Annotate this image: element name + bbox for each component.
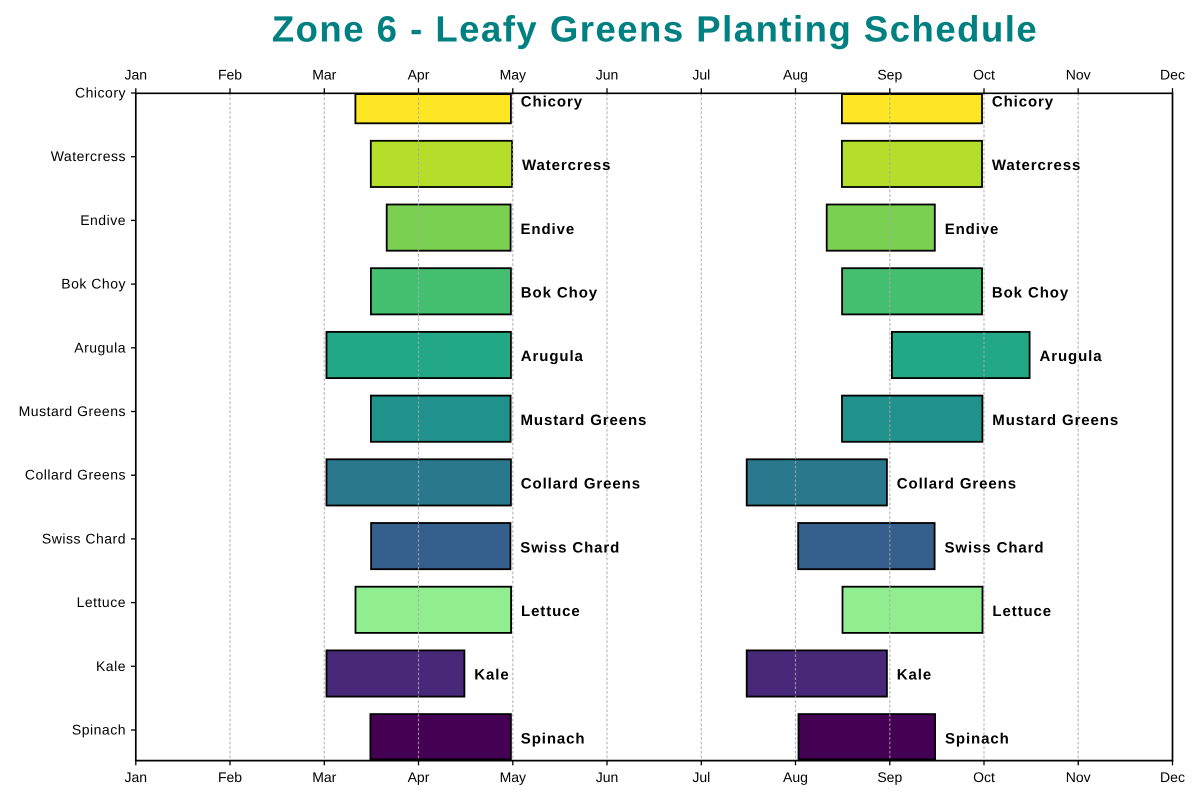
svg-text:Feb: Feb <box>218 67 242 83</box>
svg-text:Oct: Oct <box>973 67 995 83</box>
svg-text:Kale: Kale <box>897 667 932 684</box>
svg-text:Sep: Sep <box>877 67 902 83</box>
svg-text:Arugula: Arugula <box>74 339 126 355</box>
svg-text:Mustard Greens: Mustard Greens <box>521 412 648 429</box>
svg-text:Bok Choy: Bok Choy <box>521 285 598 302</box>
svg-text:May: May <box>500 769 526 785</box>
svg-text:Dec: Dec <box>1160 67 1185 83</box>
svg-text:Endive: Endive <box>521 221 576 238</box>
svg-text:Collard Greens: Collard Greens <box>25 467 126 483</box>
svg-text:Nov: Nov <box>1066 769 1091 785</box>
svg-text:Watercress: Watercress <box>522 157 611 174</box>
svg-text:Endive: Endive <box>945 221 1000 238</box>
svg-text:Jun: Jun <box>596 67 619 83</box>
svg-text:Arugula: Arugula <box>521 348 584 365</box>
svg-text:Feb: Feb <box>218 769 242 785</box>
svg-text:Spinach: Spinach <box>72 722 126 738</box>
svg-text:Jun: Jun <box>596 769 619 785</box>
svg-text:Apr: Apr <box>408 769 430 785</box>
svg-text:Watercress: Watercress <box>51 148 126 164</box>
svg-text:Collard Greens: Collard Greens <box>897 476 1017 493</box>
svg-text:Swiss Chard: Swiss Chard <box>520 539 620 556</box>
svg-text:Spinach: Spinach <box>945 730 1010 747</box>
svg-text:Jan: Jan <box>125 67 148 83</box>
svg-text:Chicory: Chicory <box>521 93 583 110</box>
svg-text:Lettuce: Lettuce <box>77 594 126 610</box>
svg-text:Mustard Greens: Mustard Greens <box>992 412 1119 429</box>
svg-text:Sep: Sep <box>877 769 902 785</box>
svg-text:Lettuce: Lettuce <box>521 603 581 620</box>
svg-text:Aug: Aug <box>783 769 808 785</box>
svg-text:Kale: Kale <box>474 667 509 684</box>
svg-text:Kale: Kale <box>96 658 126 674</box>
svg-text:Swiss Chard: Swiss Chard <box>945 539 1045 556</box>
svg-text:Aug: Aug <box>783 67 808 83</box>
svg-text:Jan: Jan <box>125 769 148 785</box>
svg-text:Endive: Endive <box>80 212 126 228</box>
svg-text:Chicory: Chicory <box>992 93 1054 110</box>
svg-text:Mar: Mar <box>312 67 336 83</box>
svg-text:Collard Greens: Collard Greens <box>521 476 641 493</box>
svg-text:Bok Choy: Bok Choy <box>61 276 126 292</box>
svg-text:Spinach: Spinach <box>521 730 586 747</box>
svg-text:Apr: Apr <box>408 67 430 83</box>
svg-text:Watercress: Watercress <box>992 157 1081 174</box>
svg-text:Lettuce: Lettuce <box>992 603 1052 620</box>
svg-text:May: May <box>500 67 526 83</box>
svg-text:Bok Choy: Bok Choy <box>992 285 1069 302</box>
svg-text:Chicory: Chicory <box>75 85 126 101</box>
svg-text:Oct: Oct <box>973 769 995 785</box>
svg-text:Jul: Jul <box>692 67 710 83</box>
svg-text:Swiss Chard: Swiss Chard <box>42 530 126 546</box>
svg-text:Zone 6 - Leafy Greens Planting: Zone 6 - Leafy Greens Planting Schedule <box>272 8 1038 49</box>
svg-text:Mustard Greens: Mustard Greens <box>19 403 126 419</box>
svg-text:Mar: Mar <box>312 769 336 785</box>
svg-text:Jul: Jul <box>692 769 710 785</box>
svg-text:Dec: Dec <box>1160 769 1185 785</box>
svg-text:Arugula: Arugula <box>1040 348 1103 365</box>
svg-text:Nov: Nov <box>1066 67 1091 83</box>
